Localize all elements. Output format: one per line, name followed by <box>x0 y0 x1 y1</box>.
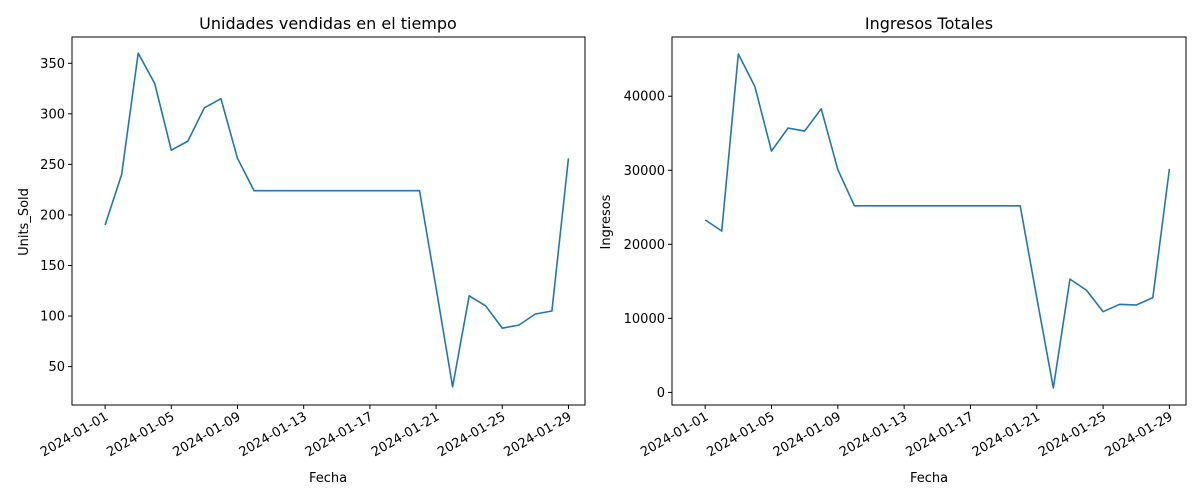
y-tick-label: 40000 <box>624 90 665 105</box>
x-tick-label: 2024-01-17 <box>904 409 977 460</box>
x-tick-label: 2024-01-29 <box>1102 409 1175 460</box>
y-axis-label: Units_Sold <box>17 188 32 256</box>
x-tick-label: 2024-01-05 <box>104 409 177 460</box>
x-tick-label: 2024-01-09 <box>771 409 844 460</box>
y-tick-label: 200 <box>40 208 65 223</box>
axes-frame <box>671 36 1187 406</box>
x-tick-label: 2024-01-13 <box>237 409 310 460</box>
chart-title: Ingresos Totales <box>865 14 993 33</box>
x-tick-label: 2024-01-21 <box>369 409 442 460</box>
chart-revenue: Ingresos Totales Fecha Ingresos 0 10000 20… <box>599 14 1187 486</box>
x-tick-label: 2024-01-29 <box>502 409 575 460</box>
x-tick-label: 2024-01-17 <box>303 409 376 460</box>
x-axis-label: Fecha <box>910 471 948 486</box>
y-tick-label: 10000 <box>624 312 665 327</box>
axes-frame <box>71 36 586 406</box>
y-axis-label: Ingresos <box>599 194 614 249</box>
y-tick-label: 300 <box>40 107 65 122</box>
x-tick-label: 2024-01-05 <box>705 409 778 460</box>
plot-area: 0100002000030000400002024-01-012024-01-0… <box>624 36 1187 460</box>
x-tick-label: 2024-01-25 <box>435 409 508 460</box>
y-tick-label: 20000 <box>624 238 665 253</box>
plot-area: 50 100 150 200 250 300 350 2024-01-012024-01-05… <box>38 36 586 460</box>
x-axis-label: Fecha <box>309 471 347 486</box>
y-tick-label: 150 <box>40 259 65 274</box>
y-tick-label: 0 <box>657 386 665 401</box>
chart-title: Unidades vendidas en el tiempo <box>199 14 457 33</box>
x-tick-label: 2024-01-01 <box>638 409 711 460</box>
series-line <box>704 53 1171 389</box>
x-tick-label: 2024-01-09 <box>171 409 244 460</box>
x-tick-label: 2024-01-01 <box>38 409 111 460</box>
y-tick-label: 100 <box>40 310 65 325</box>
y-tick-label: 250 <box>40 158 65 173</box>
series-line <box>104 52 570 388</box>
y-tick-label: 350 <box>40 57 65 72</box>
chart-units-sold: Unidades vendidas en el tiempo Fecha Uni… <box>17 14 586 486</box>
x-tick-label: 2024-01-21 <box>970 409 1043 460</box>
y-tick-label: 50 <box>48 360 65 375</box>
y-tick-label: 30000 <box>624 164 665 179</box>
x-tick-label: 2024-01-13 <box>837 409 910 460</box>
x-tick-label: 2024-01-25 <box>1036 409 1109 460</box>
